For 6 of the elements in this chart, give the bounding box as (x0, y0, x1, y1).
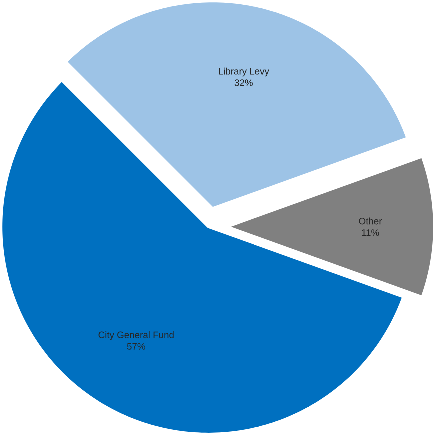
slice-label: Library Levy (219, 68, 270, 77)
data-label: 32% (234, 80, 253, 86)
data-label: 11% (362, 230, 380, 236)
slice-label: Other (359, 218, 382, 225)
slice-label: City General Fund (98, 332, 174, 341)
data-label: 57% (127, 344, 146, 350)
